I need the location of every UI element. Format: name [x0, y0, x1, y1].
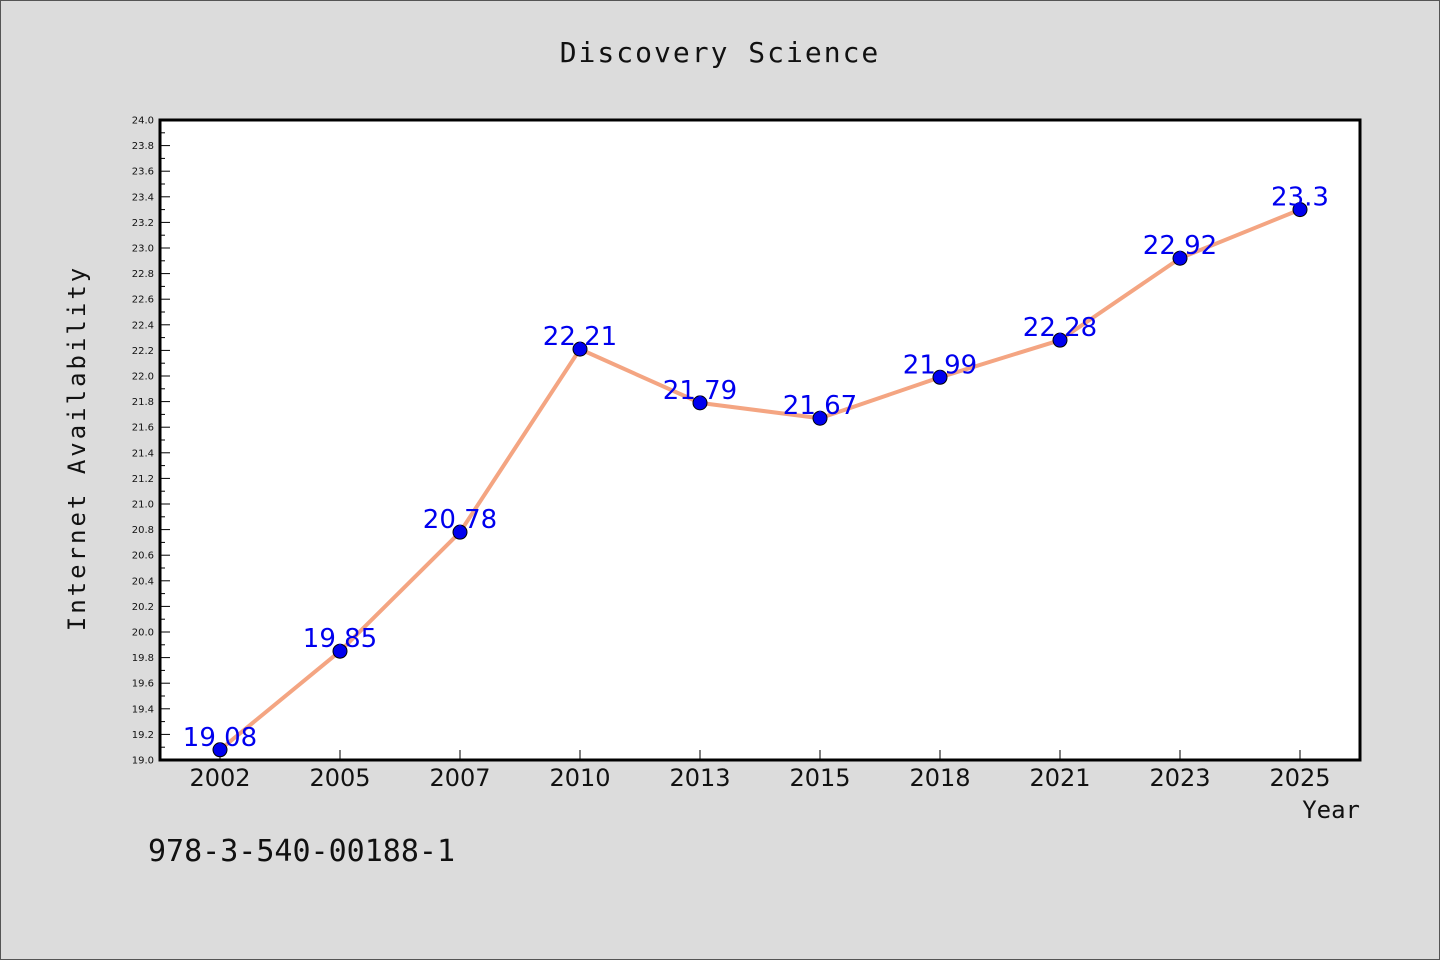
y-tick-label: 20.8 — [132, 525, 154, 536]
y-tick-label: 22.0 — [132, 372, 154, 383]
x-tick-label: 2018 — [909, 764, 970, 792]
y-tick-label: 23.8 — [132, 141, 154, 152]
data-point — [932, 369, 948, 385]
y-tick-label: 19.6 — [132, 679, 154, 690]
x-tick-label: 2010 — [549, 764, 610, 792]
y-tick-label: 23.6 — [132, 167, 154, 178]
data-label: 22.92 — [1143, 231, 1217, 261]
data-point — [1172, 250, 1188, 266]
data-point — [812, 410, 828, 426]
y-tick-label: 22.8 — [132, 269, 154, 280]
x-tick-label: 2007 — [429, 764, 490, 792]
y-tick-label: 19.2 — [132, 730, 154, 741]
x-tick-label: 2015 — [789, 764, 850, 792]
data-label: 19.85 — [303, 624, 377, 654]
y-tick-label: 19.4 — [132, 704, 154, 715]
data-label: 23.3 — [1271, 183, 1329, 213]
y-tick-label: 24.0 — [132, 116, 154, 127]
y-tick-label: 21.8 — [132, 397, 154, 408]
y-tick-label: 21.6 — [132, 423, 154, 434]
y-tick-label: 20.0 — [132, 628, 154, 639]
y-tick-label: 20.4 — [132, 576, 154, 587]
data-point — [332, 643, 348, 659]
y-tick-label: 23.2 — [132, 218, 154, 229]
data-point — [452, 524, 468, 540]
x-tick-label: 2021 — [1029, 764, 1090, 792]
x-tick-label: 2025 — [1269, 764, 1330, 792]
data-point — [692, 395, 708, 411]
data-label: 19.08 — [183, 723, 257, 753]
x-tick-label: 2005 — [309, 764, 370, 792]
y-tick-label: 23.0 — [132, 244, 154, 255]
plot-frame — [158, 118, 1362, 762]
data-label: 22.21 — [543, 322, 617, 352]
y-tick-label: 19.8 — [132, 653, 154, 664]
data-point — [572, 341, 588, 357]
x-tick-label: 2023 — [1149, 764, 1210, 792]
data-point — [212, 742, 228, 758]
y-tick-label: 19.0 — [132, 756, 154, 767]
y-tick-label: 22.2 — [132, 346, 154, 357]
plot-area — [160, 120, 1360, 760]
series-line — [218, 207, 1302, 752]
data-label: 21.79 — [663, 376, 737, 406]
y-tick-label: 21.2 — [132, 474, 154, 485]
y-tick-label: 20.2 — [132, 602, 154, 613]
y-tick-label: 20.6 — [132, 551, 154, 562]
y-tick-label: 23.4 — [132, 192, 154, 203]
y-tick-label: 21.0 — [132, 500, 154, 511]
isbn-text: 978-3-540-00188-1 — [148, 834, 456, 869]
data-label: 21.67 — [783, 391, 857, 421]
data-label: 20.78 — [423, 505, 497, 535]
data-label: 21.99 — [903, 350, 977, 380]
x-tick-label: 2002 — [189, 764, 250, 792]
x-tick-label: 2013 — [669, 764, 730, 792]
y-tick-label: 22.6 — [132, 295, 154, 306]
chart-title: Discovery Science — [559, 36, 881, 69]
data-label: 22.28 — [1023, 313, 1097, 343]
data-point — [1292, 202, 1308, 218]
y-tick-label: 21.4 — [132, 448, 154, 459]
data-point — [1052, 332, 1068, 348]
x-axis-label: Year — [1302, 796, 1360, 824]
y-tick-label: 22.4 — [132, 320, 154, 331]
